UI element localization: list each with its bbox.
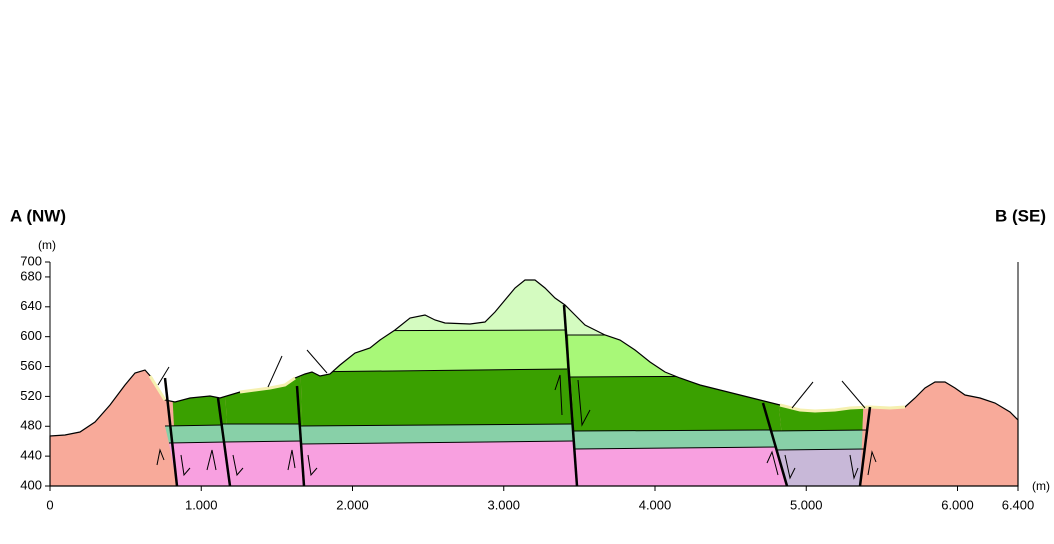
y-tick-label: 600 xyxy=(20,328,42,343)
x-tick-label: 6.000 xyxy=(941,497,974,512)
y-tick-label: 480 xyxy=(20,418,42,433)
y-tick-label: 560 xyxy=(20,358,42,373)
y-tick-label: 700 xyxy=(20,253,42,268)
left-label: A (NW) xyxy=(10,206,66,225)
y-tick-label: 440 xyxy=(20,448,42,463)
y-tick-label: 400 xyxy=(20,477,42,492)
y-tick-label: 680 xyxy=(20,268,42,283)
x-tick-label: 2.000 xyxy=(336,497,369,512)
y-unit: (m) xyxy=(38,238,56,252)
y-tick-label: 520 xyxy=(20,388,42,403)
right-label: B (SE) xyxy=(995,206,1046,225)
x-tick-label: 5.000 xyxy=(790,497,823,512)
x-tick-label: 6.400 xyxy=(1002,497,1035,512)
strata xyxy=(40,250,1030,490)
x-tick-label: 4.000 xyxy=(639,497,672,512)
x-tick-label: 3.000 xyxy=(487,497,520,512)
x-unit: (m) xyxy=(1032,479,1050,493)
y-tick-label: 640 xyxy=(20,298,42,313)
cross-section: A (NW) B (SE) (m) (m) 400 440 480 520 560 600… xyxy=(0,0,1054,539)
x-tick-label: 0 xyxy=(46,497,53,512)
x-tick-label: 1.000 xyxy=(185,497,218,512)
